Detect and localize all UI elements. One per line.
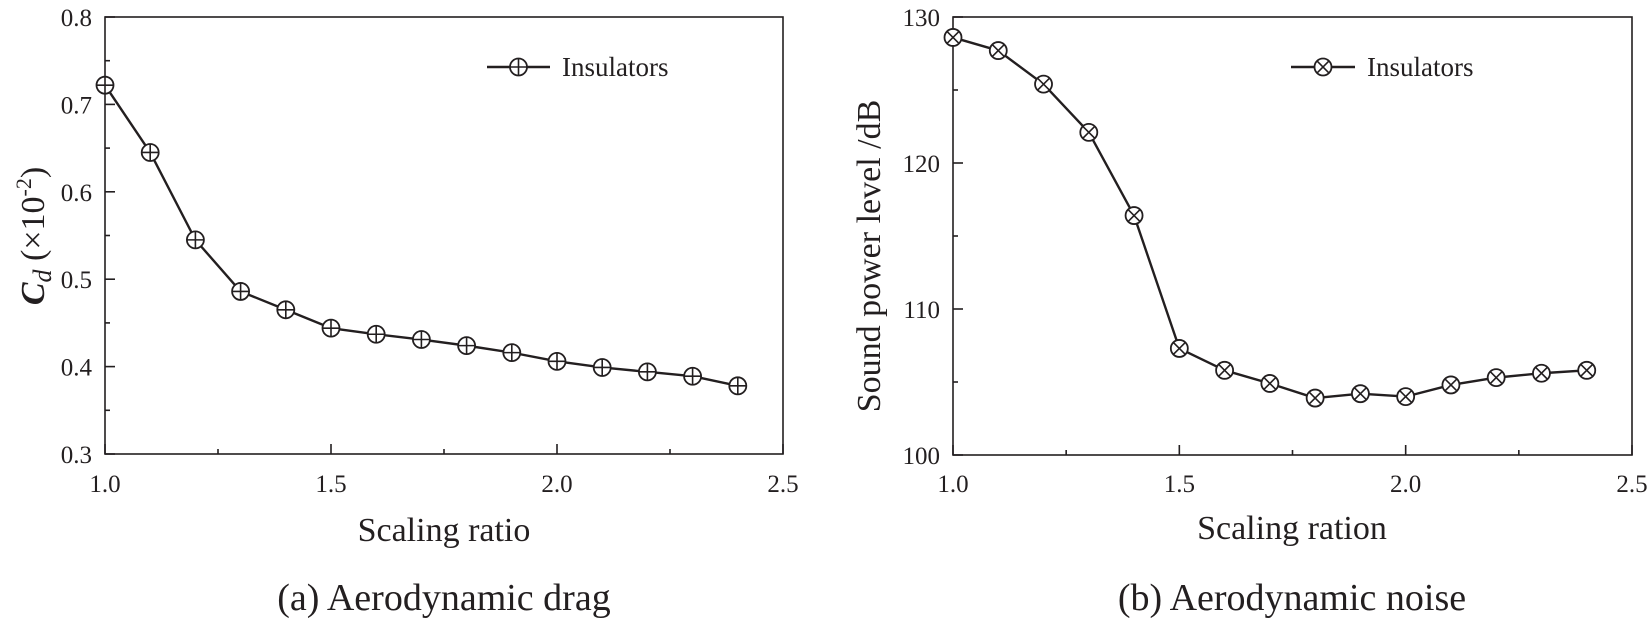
y-tick-label: 0.5 (61, 267, 92, 294)
y-tick-label: 0.7 (61, 92, 92, 119)
y-axis-label: Cd (×10-2) (11, 167, 57, 305)
legend: Insulators (487, 52, 668, 82)
data-series (943, 28, 1597, 408)
x-axis-label: Scaling ration (1197, 510, 1387, 547)
chart-panel-noise: 1.0 1.5 2.0 2.5 100 110 120 130 Insulators Scal… (851, 5, 1648, 619)
y-tick-label: 0.3 (61, 442, 92, 469)
y-tick-label: 130 (903, 5, 941, 32)
marker-cross-b (1308, 391, 1322, 405)
marker-cross-b (1399, 390, 1413, 404)
plot-frame (104, 16, 784, 455)
data-point (231, 282, 251, 301)
y-tick-label: 120 (903, 151, 941, 178)
marker-cross-b (1172, 341, 1186, 355)
marker-cross-b (1353, 387, 1367, 401)
y-tick-label: 110 (903, 297, 940, 324)
y-axis-label-exponent: -2 (11, 178, 36, 196)
marker-cross-b (1580, 363, 1594, 377)
x-tick-label: 2.5 (1616, 471, 1647, 498)
data-point (1260, 374, 1280, 393)
data-point (1215, 360, 1234, 380)
marker-cross-b (1316, 60, 1330, 74)
data-point (366, 324, 386, 344)
y-tick-label: 0.4 (61, 355, 93, 382)
x-tick-label: 2.0 (541, 471, 572, 498)
data-point (547, 351, 567, 371)
y-axis-label-subscript: d (28, 268, 57, 282)
x-tick-label: 2.5 (767, 471, 798, 498)
marker-cross-b (1082, 125, 1096, 139)
data-point (185, 230, 205, 250)
data-point (638, 362, 657, 382)
data-point (943, 28, 963, 47)
y-tick-label: 0.8 (61, 5, 92, 32)
y-tick-label: 100 (903, 443, 941, 470)
data-point (411, 330, 431, 349)
data-point (1034, 74, 1053, 94)
data-point (502, 343, 522, 363)
marker-cross-b (1534, 366, 1549, 380)
x-tick-label: 1.5 (315, 471, 346, 498)
marker-cross-b (946, 30, 960, 45)
y-tick-label: 0.6 (61, 180, 92, 207)
data-point (95, 75, 115, 95)
y-axis-label-unit: (×10 (15, 196, 52, 269)
x-tick-label: 1.0 (89, 471, 120, 498)
marker-cross-b (1263, 376, 1277, 391)
caption: (b) Aerodynamic noise (1118, 577, 1466, 619)
data-point (683, 366, 702, 386)
x-tick-label: 1.5 (1164, 471, 1195, 498)
data-point (1486, 368, 1506, 388)
caption: (a) Aerodynamic drag (277, 577, 610, 619)
legend: Insulators (1291, 52, 1473, 82)
chart-panel-drag: 1.0 1.5 2.0 2.5 0.3 0.4 0.5 0.6 0.7 0.8 Insulator… (11, 5, 799, 619)
data-point (276, 300, 296, 320)
marker-cross-b (1444, 378, 1458, 392)
x-tick-label: 1.0 (937, 471, 968, 498)
y-axis-label-close: ) (15, 167, 52, 178)
marker-cross-b (1218, 363, 1232, 377)
data-point (457, 336, 477, 356)
data-point (988, 41, 1008, 60)
data-point (1124, 206, 1144, 225)
x-axis-label: Scaling ratio (358, 512, 531, 549)
plot-frame (952, 16, 1633, 456)
data-point (1305, 388, 1325, 408)
data-point (1396, 387, 1416, 407)
data-point (1351, 384, 1370, 404)
y-axis-label-symbol: C (15, 282, 52, 305)
data-point (1169, 339, 1189, 358)
data-point (140, 143, 160, 162)
data-series (95, 75, 748, 396)
marker-cross-b (1127, 208, 1141, 223)
legend-label: Insulators (562, 52, 668, 82)
data-point (1079, 122, 1099, 142)
marker-cross-b (1036, 77, 1051, 91)
legend-marker (1313, 57, 1333, 77)
legend-label: Insulators (1367, 52, 1473, 82)
marker-cross-b (991, 44, 1005, 58)
legend-marker (509, 57, 528, 77)
marker-cross-b (1489, 371, 1503, 385)
x-tick-label: 2.0 (1390, 471, 1421, 498)
axis-ticks: 1.0 1.5 2.0 2.5 0.3 0.4 0.5 0.6 0.7 0.8 (61, 5, 799, 498)
data-point (1441, 375, 1461, 395)
data-point (728, 376, 748, 396)
y-axis-label: Sound power level /dB (851, 100, 888, 413)
data-point (1577, 360, 1597, 380)
data-point (321, 318, 341, 338)
data-point (592, 358, 612, 377)
data-point (1532, 363, 1551, 383)
axis-ticks: 1.0 1.5 2.0 2.5 100 110 120 130 (903, 5, 1648, 498)
